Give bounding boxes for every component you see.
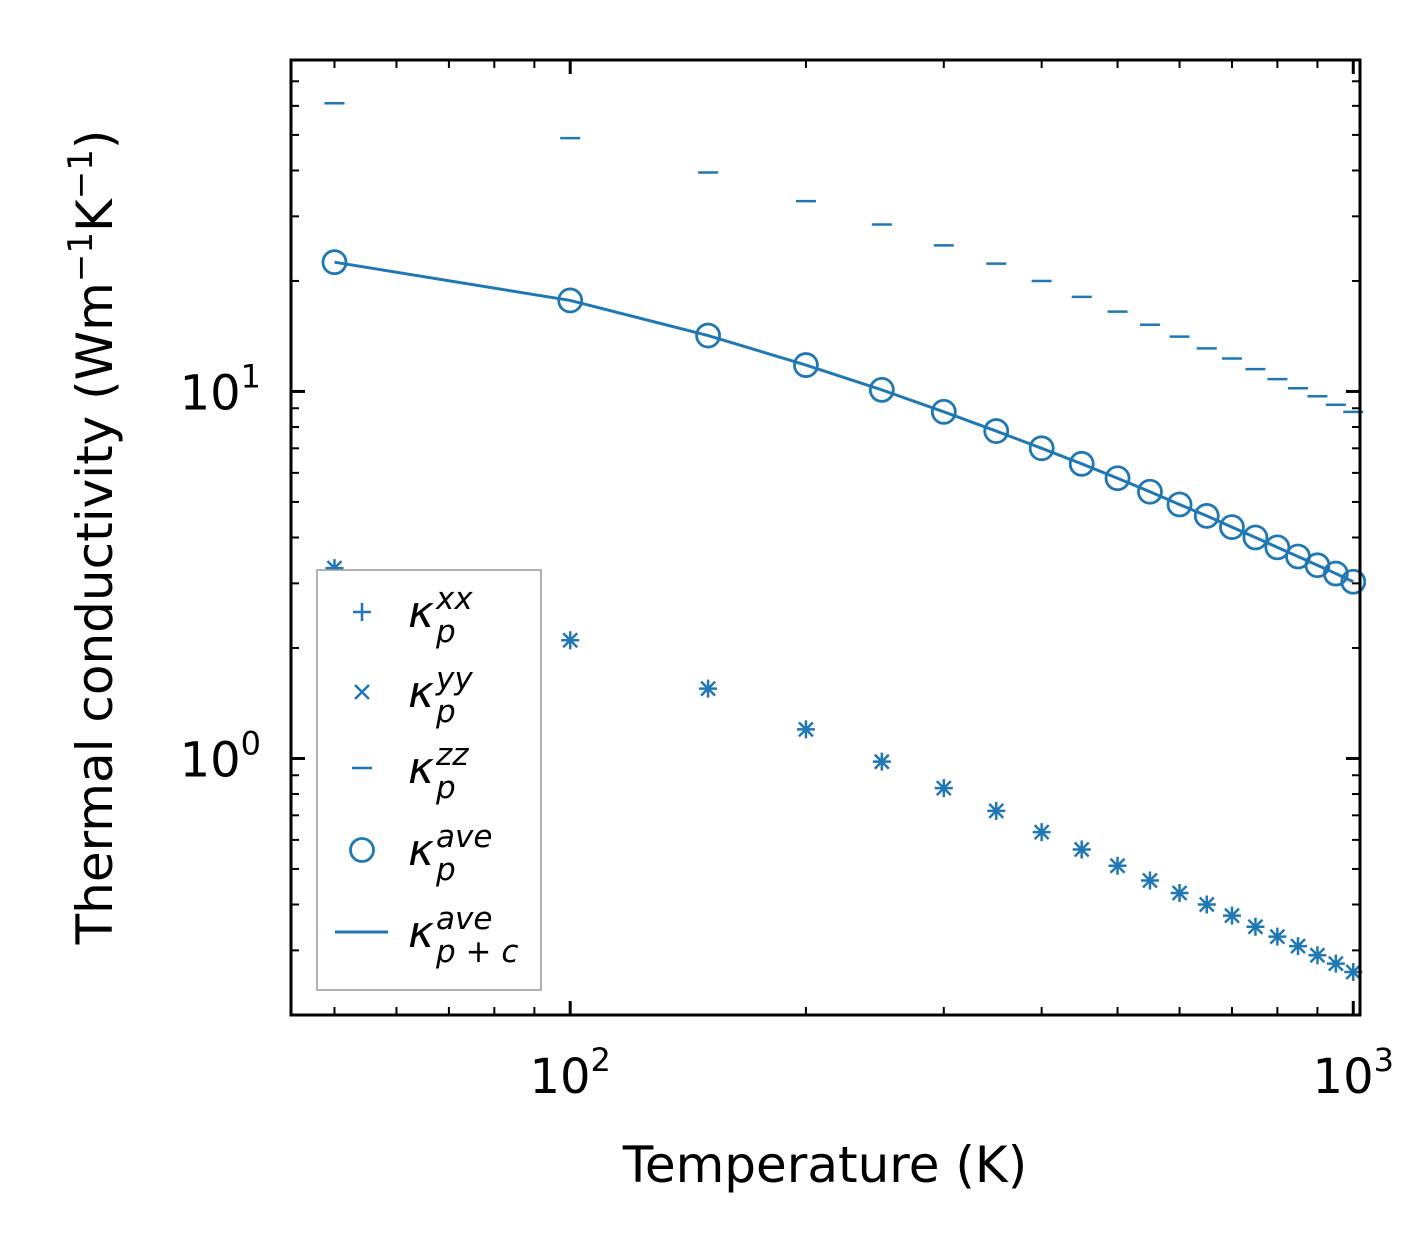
y-axis-label-sup-1: −1: [61, 232, 101, 282]
series-kappa_p_ave: [321, 249, 1367, 595]
series-kappa_p_yy: [326, 560, 1362, 980]
data-point: [1104, 465, 1131, 492]
legend-label-base: κ: [408, 667, 434, 718]
plot-frame: [289, 58, 1362, 1017]
data-point: [1109, 857, 1126, 874]
y-axis-label-end: ): [66, 130, 124, 150]
legend-label-sup: ave: [436, 901, 492, 937]
y-axis-label-sup-2: −1: [61, 149, 101, 199]
x-axis-label: Temperature (K): [622, 1136, 1027, 1194]
data-point: [557, 287, 584, 314]
x-tick-label: 103: [1313, 1041, 1394, 1105]
data-point: [1193, 503, 1220, 529]
data-point: [1327, 955, 1344, 972]
legend-label-sub: p + c: [435, 934, 518, 970]
data-point: [1247, 918, 1264, 935]
y-tick-label-exp: 1: [241, 357, 261, 395]
y-tick-label-base: 10: [180, 365, 241, 421]
data-point: [1269, 928, 1286, 945]
data-point: [983, 418, 1010, 444]
data-point: [1137, 478, 1163, 505]
plot-series: [321, 101, 1367, 981]
x-tick-label-base: 10: [529, 1049, 590, 1105]
y-tick-label-base: 10: [180, 732, 241, 788]
data-point: [562, 632, 579, 649]
data-point: [873, 753, 890, 770]
legend-label-sub: p: [435, 614, 456, 650]
legend-label-sub: p: [435, 770, 456, 806]
x-tick-label: 102: [529, 1041, 610, 1105]
legend-label-sup: zz: [435, 737, 469, 773]
data-point: [1033, 824, 1050, 840]
legend-label-base: κ: [408, 743, 434, 794]
legend-label-sup: yy: [435, 661, 473, 697]
legend-label-sup: ave: [436, 819, 492, 855]
legend-symbol: [353, 603, 371, 621]
data-point: [988, 802, 1005, 819]
legend-label-base: κ: [408, 907, 434, 958]
data-point: [1166, 491, 1193, 518]
x-tick-label-exp: 3: [1374, 1041, 1394, 1079]
data-point: [1142, 872, 1158, 889]
data-point: [1198, 896, 1215, 913]
series-kappa_p+c_ave: [334, 260, 1354, 584]
data-point: [935, 780, 952, 797]
data-point: [1224, 907, 1240, 924]
data-point: [695, 322, 721, 349]
data-point: [1068, 450, 1095, 477]
data-point: [1290, 938, 1306, 955]
x-tick-label-base: 10: [1313, 1049, 1374, 1105]
legend-entry-1: κ yyp: [354, 661, 473, 730]
data-point: [1309, 947, 1326, 964]
data-point: [1242, 524, 1269, 551]
data-point: [1219, 514, 1245, 540]
major-ticks: [291, 60, 1360, 1015]
data-point: [1171, 885, 1188, 901]
legend-label-sub: p: [435, 694, 456, 730]
legend-label-base: κ: [408, 587, 434, 638]
data-point: [793, 352, 819, 378]
series-kappa_p_zz: [324, 101, 1364, 414]
legend-box: [316, 569, 542, 991]
legend-label-sup: xx: [435, 581, 473, 617]
legend-label-base: κ: [408, 825, 434, 876]
data-point: [868, 376, 895, 403]
data-point: [930, 398, 957, 425]
data-point: [1028, 435, 1055, 462]
data-point: [1073, 841, 1090, 858]
y-tick-label-exp: 0: [241, 724, 261, 762]
x-tick-labels: 102 103: [529, 1041, 1394, 1105]
legend-symbol: [349, 837, 375, 863]
legend-entry-2: κ zzp: [352, 737, 469, 806]
y-axis-label-main: Thermal conductivity (Wm: [66, 282, 124, 945]
data-point: [1264, 534, 1291, 561]
data-point: [798, 721, 814, 738]
data-point: [700, 680, 716, 697]
series-line: [334, 260, 1354, 584]
x-tick-label-exp: 2: [591, 1041, 611, 1079]
y-tick-label: 100: [180, 724, 261, 788]
y-axis-label: Thermal conductivity (Wm−1K−1): [61, 130, 124, 946]
data-point: [1340, 568, 1367, 595]
y-axis-label-mid: K: [66, 198, 124, 232]
y-tick-label: 101: [180, 357, 261, 421]
legend-symbol: [354, 684, 370, 700]
data-point: [1345, 964, 1362, 980]
legend-entry-0: κ xxp: [353, 581, 473, 650]
legend-label-sub: p: [435, 852, 456, 888]
data-point: [321, 249, 348, 276]
